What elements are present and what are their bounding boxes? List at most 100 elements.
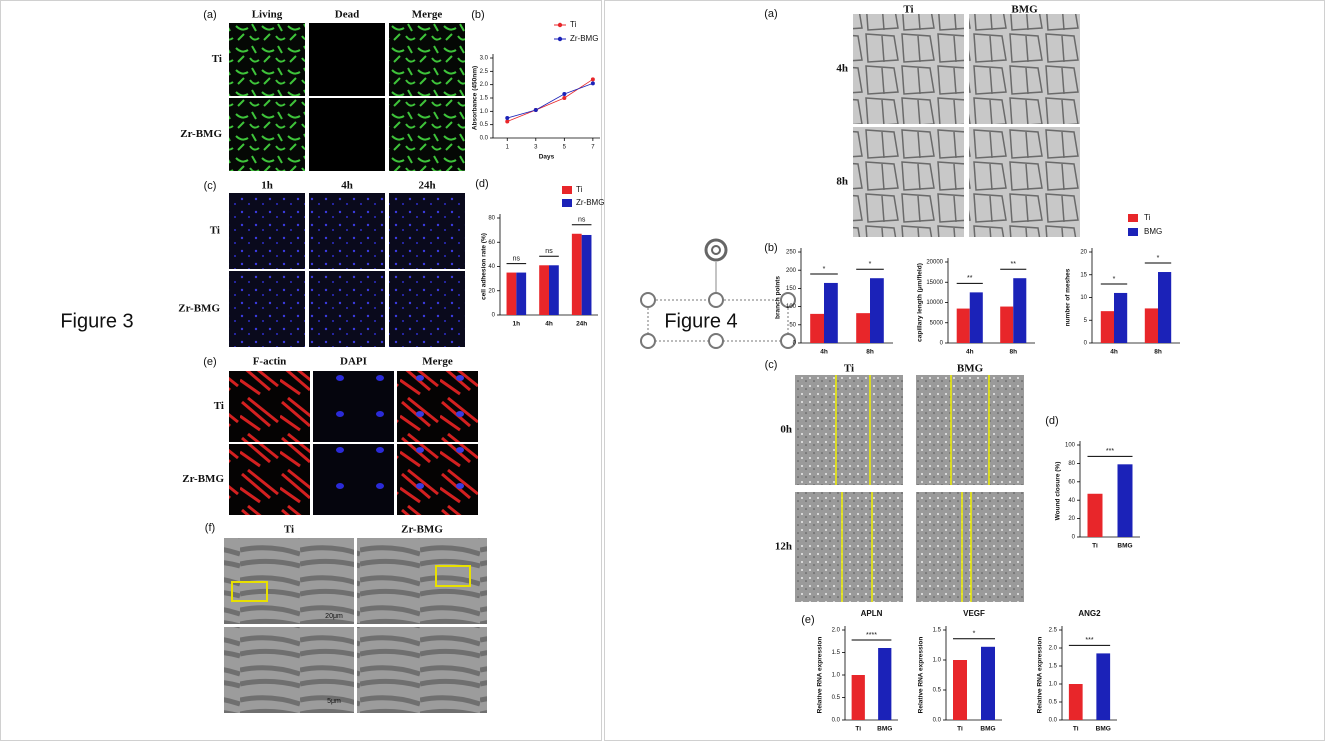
label: 40: [1068, 498, 1075, 504]
label: Living: [252, 9, 283, 21]
micrograph: [309, 23, 385, 96]
label: Dead: [335, 9, 359, 21]
point: [590, 77, 595, 82]
label[interactable]: Figure 4: [664, 310, 737, 332]
label: 2.0: [832, 628, 841, 634]
label: Zr-BMG: [178, 303, 220, 315]
micrograph: [389, 271, 465, 347]
label: 8h: [1009, 349, 1017, 356]
label: Ti: [855, 726, 861, 733]
label: 1.0: [832, 673, 841, 679]
label: Ti: [576, 185, 583, 194]
bar: [1114, 292, 1128, 343]
bar: [856, 313, 870, 343]
label: Ti: [1092, 543, 1098, 550]
resize-handle[interactable]: [780, 333, 796, 349]
resize-handle[interactable]: [640, 333, 656, 349]
label: 5μm: [327, 698, 341, 705]
bar: [1013, 278, 1027, 343]
label: 4h: [966, 349, 974, 356]
label: 4h: [1110, 349, 1118, 356]
label: (a): [764, 8, 777, 20]
label: 4h: [836, 63, 848, 75]
resize-handle[interactable]: [780, 292, 796, 308]
bar: [1068, 684, 1083, 720]
label: BMG: [957, 363, 984, 375]
label: 0.0: [832, 718, 841, 724]
label: 20: [488, 288, 495, 294]
label: capillary length (μm/field): [917, 263, 924, 342]
label: 1.0: [933, 658, 942, 664]
micrograph: [853, 127, 964, 237]
micrograph: [229, 271, 305, 347]
label: 4h: [341, 180, 353, 192]
label: 8h: [866, 349, 874, 356]
label: 250: [786, 250, 797, 256]
micrograph: [389, 23, 465, 96]
label: 20: [1080, 250, 1087, 256]
micrograph: [309, 271, 385, 347]
label: Ti: [284, 524, 294, 536]
micrograph: [853, 14, 964, 124]
label: Ti: [214, 400, 224, 412]
point: [562, 96, 567, 100]
point: [505, 119, 510, 124]
label: 40: [488, 264, 495, 270]
label: Ti: [903, 4, 913, 16]
label: 4h: [820, 349, 828, 356]
resize-handle[interactable]: [640, 292, 656, 308]
label: Merge: [422, 356, 453, 368]
bar: [516, 272, 527, 315]
label: Zr-BMG: [401, 524, 443, 536]
label: Ti: [1144, 213, 1151, 222]
point: [533, 108, 538, 112]
bar: [1100, 311, 1114, 343]
label: Zr-BMG: [180, 128, 222, 140]
point: [590, 81, 595, 86]
label: BMG: [1117, 543, 1132, 550]
micrograph: [224, 627, 354, 713]
bar: [824, 282, 838, 343]
label: 0: [1072, 535, 1076, 541]
label: 0.0: [933, 718, 942, 724]
label: Relative RNA expression: [1037, 637, 1044, 714]
label: number of meshes: [1065, 268, 1072, 326]
label: Zr-BMG: [570, 34, 598, 43]
resize-handle[interactable]: [708, 333, 724, 349]
label: 0.5: [933, 688, 942, 694]
legend-swatch: [1128, 228, 1138, 236]
label: 12h: [775, 541, 792, 553]
label: *: [823, 266, 826, 273]
label: 0: [940, 341, 944, 347]
label: (c): [765, 359, 778, 371]
label: *: [1113, 276, 1116, 283]
legend-marker: [557, 22, 563, 28]
label: (d): [1045, 415, 1058, 427]
bar: [1117, 464, 1133, 537]
micrograph: [389, 98, 465, 171]
bar: [1000, 306, 1014, 343]
label: *: [973, 631, 976, 638]
rotate-handle[interactable]: [704, 238, 728, 262]
bar: [878, 648, 892, 720]
label: Relative RNA expression: [817, 637, 824, 714]
highlight-box: [435, 565, 471, 587]
label: (c): [204, 180, 217, 192]
label: **: [1011, 261, 1017, 268]
label: 3.0: [480, 56, 489, 62]
label: 60: [488, 240, 495, 246]
label: BMG: [1011, 4, 1038, 16]
label: 15000: [926, 280, 943, 286]
label: 15: [1080, 272, 1087, 278]
label: 100: [786, 304, 797, 310]
label: cell adhesion rate (%): [481, 233, 488, 300]
label: 10000: [926, 300, 943, 306]
label: 0: [492, 313, 496, 319]
micrograph: [313, 444, 394, 515]
label: 1.0: [480, 109, 489, 115]
series-line: [507, 82, 594, 119]
label: 0: [793, 341, 797, 347]
label: 200: [786, 268, 797, 274]
resize-handle[interactable]: [708, 292, 724, 308]
